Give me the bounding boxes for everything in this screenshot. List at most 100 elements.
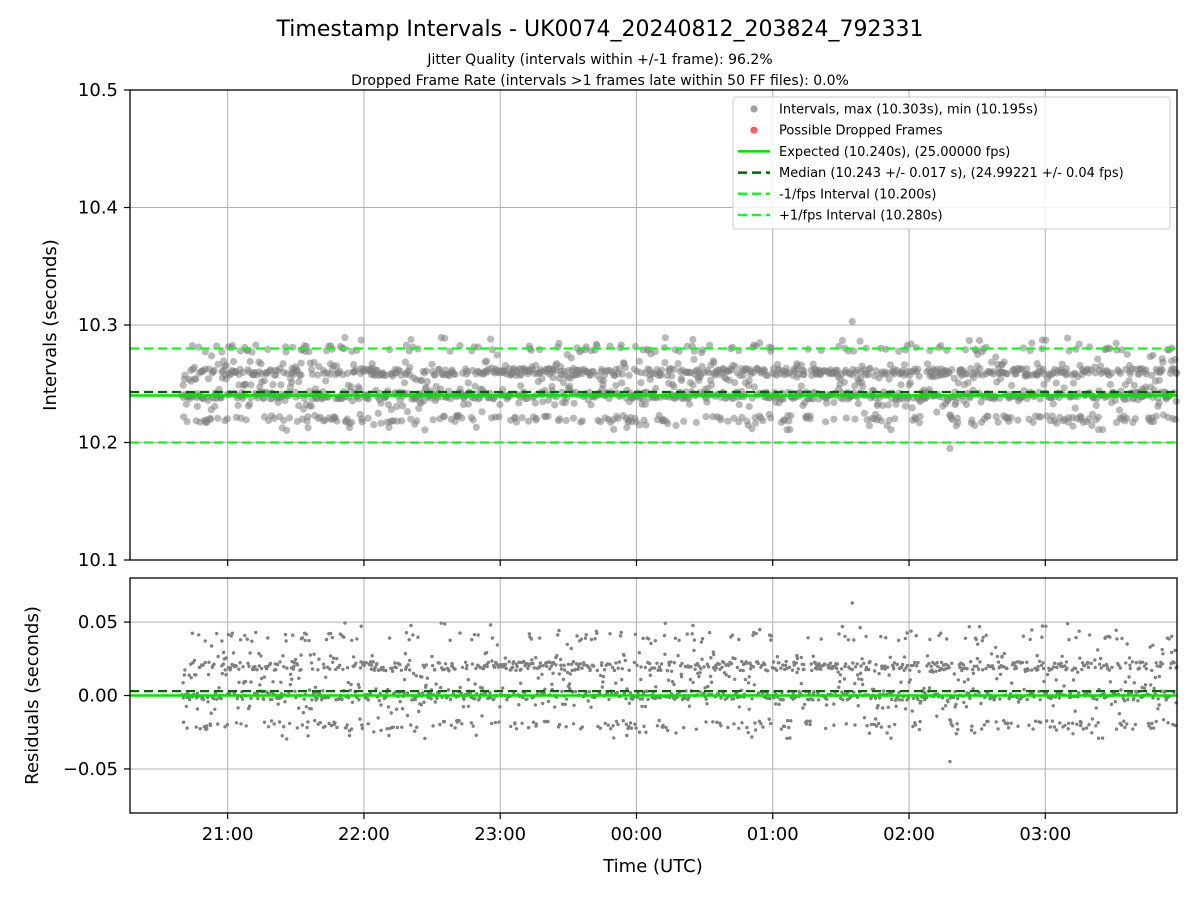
residual-point <box>584 691 588 695</box>
residual-point <box>902 668 906 672</box>
residual-point <box>990 664 995 668</box>
residual-point <box>503 662 508 667</box>
residual-point <box>431 724 435 728</box>
residual-point <box>982 723 986 727</box>
residual-point <box>224 656 228 660</box>
residual-point <box>1062 684 1066 688</box>
residual-point <box>270 697 274 702</box>
residual-point <box>529 637 534 641</box>
residual-point <box>338 663 342 667</box>
residual-point <box>725 696 729 700</box>
residual-point <box>549 664 553 668</box>
residual-point <box>1039 663 1044 668</box>
residual-point <box>1054 678 1058 682</box>
residual-point <box>811 698 815 702</box>
residual-point <box>1048 725 1053 729</box>
residual-point <box>356 682 361 687</box>
interval-point <box>355 395 363 403</box>
interval-point <box>314 371 322 379</box>
residual-point <box>571 722 576 726</box>
residual-point <box>1038 698 1042 702</box>
x-tick-label: 01:00 <box>747 824 799 845</box>
residual-point <box>677 638 681 642</box>
residual-point <box>786 718 790 723</box>
residual-point <box>614 681 618 685</box>
residual-point <box>285 666 289 670</box>
residual-point <box>559 663 563 667</box>
interval-point <box>1040 370 1048 378</box>
interval-point <box>413 417 421 425</box>
residual-point <box>777 702 781 706</box>
residual-point <box>889 736 893 740</box>
residual-point <box>694 727 698 731</box>
residual-point <box>916 660 920 665</box>
residual-point <box>527 632 531 636</box>
residual-point <box>850 601 854 605</box>
interval-point <box>710 359 718 367</box>
residual-point <box>751 633 755 637</box>
residual-point <box>517 660 521 664</box>
interval-point <box>587 401 595 409</box>
y-tick-label: 0.00 <box>78 686 118 707</box>
residual-point <box>1144 662 1148 666</box>
residual-point <box>653 639 657 643</box>
residual-point <box>514 727 519 731</box>
residual-point <box>1042 679 1046 684</box>
interval-point <box>748 425 756 433</box>
residual-point <box>1063 723 1067 728</box>
interval-point <box>637 379 645 387</box>
residual-point <box>974 637 978 642</box>
residual-point <box>965 667 969 671</box>
residual-point <box>824 726 828 731</box>
interval-point <box>192 375 200 383</box>
residual-point <box>711 720 715 724</box>
interval-point <box>364 414 372 422</box>
residual-point <box>1020 660 1025 665</box>
residual-point <box>1094 706 1098 710</box>
residual-point <box>345 723 349 727</box>
interval-point <box>400 379 409 387</box>
residual-point <box>1040 635 1044 639</box>
residual-point <box>247 704 252 708</box>
interval-point <box>865 422 874 430</box>
residual-point <box>458 685 462 690</box>
interval-point <box>282 348 290 356</box>
residual-point <box>423 736 427 741</box>
residual-point <box>864 634 868 639</box>
residual-point <box>562 668 567 672</box>
residual-point <box>740 721 744 725</box>
residual-point <box>372 668 377 672</box>
residual-point <box>257 664 261 668</box>
legend-marker <box>750 126 758 134</box>
residual-point <box>1066 727 1070 731</box>
residual-point <box>1173 648 1177 653</box>
residual-point <box>772 696 776 700</box>
residual-point <box>209 644 214 648</box>
interval-point <box>1042 336 1050 344</box>
residual-point <box>288 682 293 687</box>
residual-point <box>919 699 923 703</box>
residual-point <box>413 697 418 702</box>
residual-point <box>609 727 613 731</box>
residual-point <box>571 660 576 664</box>
interval-point <box>304 413 312 421</box>
residual-point <box>911 724 915 729</box>
residual-point <box>676 654 680 658</box>
residual-point <box>449 723 453 727</box>
residual-point <box>968 696 972 701</box>
interval-point <box>866 364 874 372</box>
interval-point <box>269 381 277 389</box>
residual-point <box>584 633 588 637</box>
residual-point <box>1122 699 1127 703</box>
residual-point <box>1099 666 1103 670</box>
residual-point <box>411 671 416 676</box>
residual-point <box>204 724 209 728</box>
residual-point <box>268 661 273 666</box>
interval-point <box>886 361 894 369</box>
residual-point <box>335 725 339 730</box>
residual-point <box>1167 637 1171 641</box>
residual-point <box>327 721 331 726</box>
residual-point <box>216 654 220 659</box>
residual-point <box>458 631 462 635</box>
residual-point <box>832 702 836 706</box>
